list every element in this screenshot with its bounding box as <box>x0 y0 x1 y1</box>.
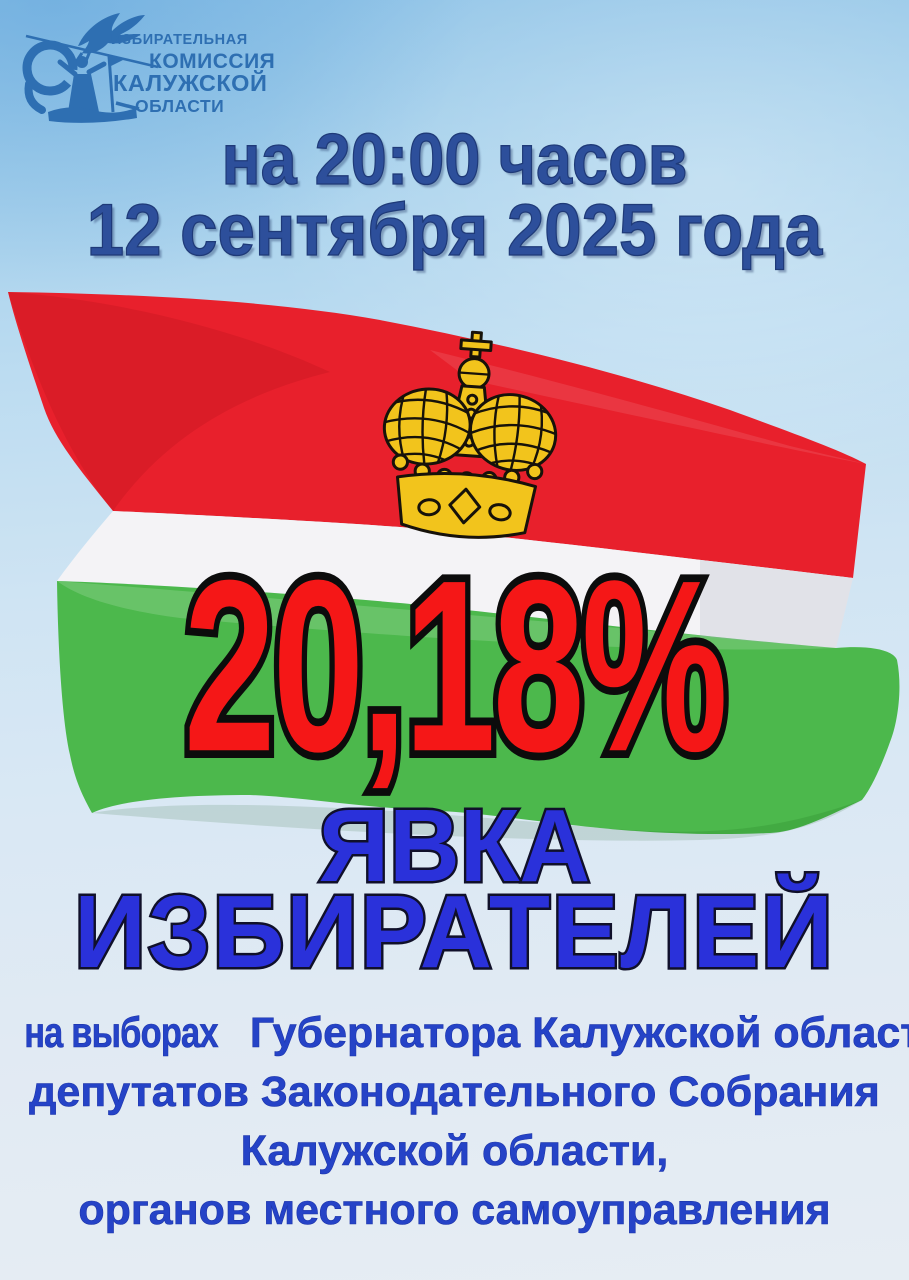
elections-description: на выборах Губернатора Калужской области,… <box>0 1004 909 1240</box>
elections-prefix: на выборах <box>24 1009 219 1058</box>
elections-line-1-text: Губернатора Калужской области, <box>249 1009 909 1058</box>
logo-line-4: ОБЛАСТИ <box>135 96 225 116</box>
turnout-label-line2: ИЗБИРАТЕЛЕЙ ИЗБИРАТЕЛЕЙ <box>14 874 896 989</box>
flag-white-stripe <box>57 511 853 648</box>
monument-icon <box>22 13 159 123</box>
flag-green-stripe <box>57 581 900 835</box>
election-commission-logo: ИЗБИРАТЕЛЬНАЯ КОМИССИЯ КАЛУЖСКОЙ ОБЛАСТИ <box>12 6 352 146</box>
crown-icon <box>380 330 561 539</box>
elections-line-4: органов местного самоуправления <box>78 1186 831 1235</box>
logo-line-1: ИЗБИРАТЕЛЬНАЯ <box>111 32 248 48</box>
turnout-value-text: 20,18% <box>183 528 728 803</box>
dove-icon <box>78 13 145 54</box>
logo-line-2: КОМИССИЯ <box>149 50 276 73</box>
turnout-value-outline: 20,18% <box>179 528 733 803</box>
turnout-value: 20,18% 20,18% <box>136 528 772 803</box>
turnout-label2-outline: ИЗБИРАТЕЛЕЙ <box>72 874 836 989</box>
turnout-label-line1: ЯВКА ЯВКА <box>23 788 887 903</box>
elections-line-2: депутатов Законодательного Собрания <box>29 1068 880 1117</box>
elections-line-3: Калужской области, <box>240 1127 669 1176</box>
turnout-label1-outline: ЯВКА <box>316 788 592 903</box>
turnout-label2-text: ИЗБИРАТЕЛЕЙ <box>74 874 835 989</box>
elections-line-1: на выборах Губернатора Калужской области, <box>0 1004 909 1063</box>
header-date: 12 сентября 2025 года <box>86 190 823 271</box>
turnout-label1-text: ЯВКА <box>318 788 591 903</box>
header-time: на 20:00 часов <box>221 120 688 200</box>
logo-line-3: КАЛУЖСКОЙ <box>113 70 268 96</box>
